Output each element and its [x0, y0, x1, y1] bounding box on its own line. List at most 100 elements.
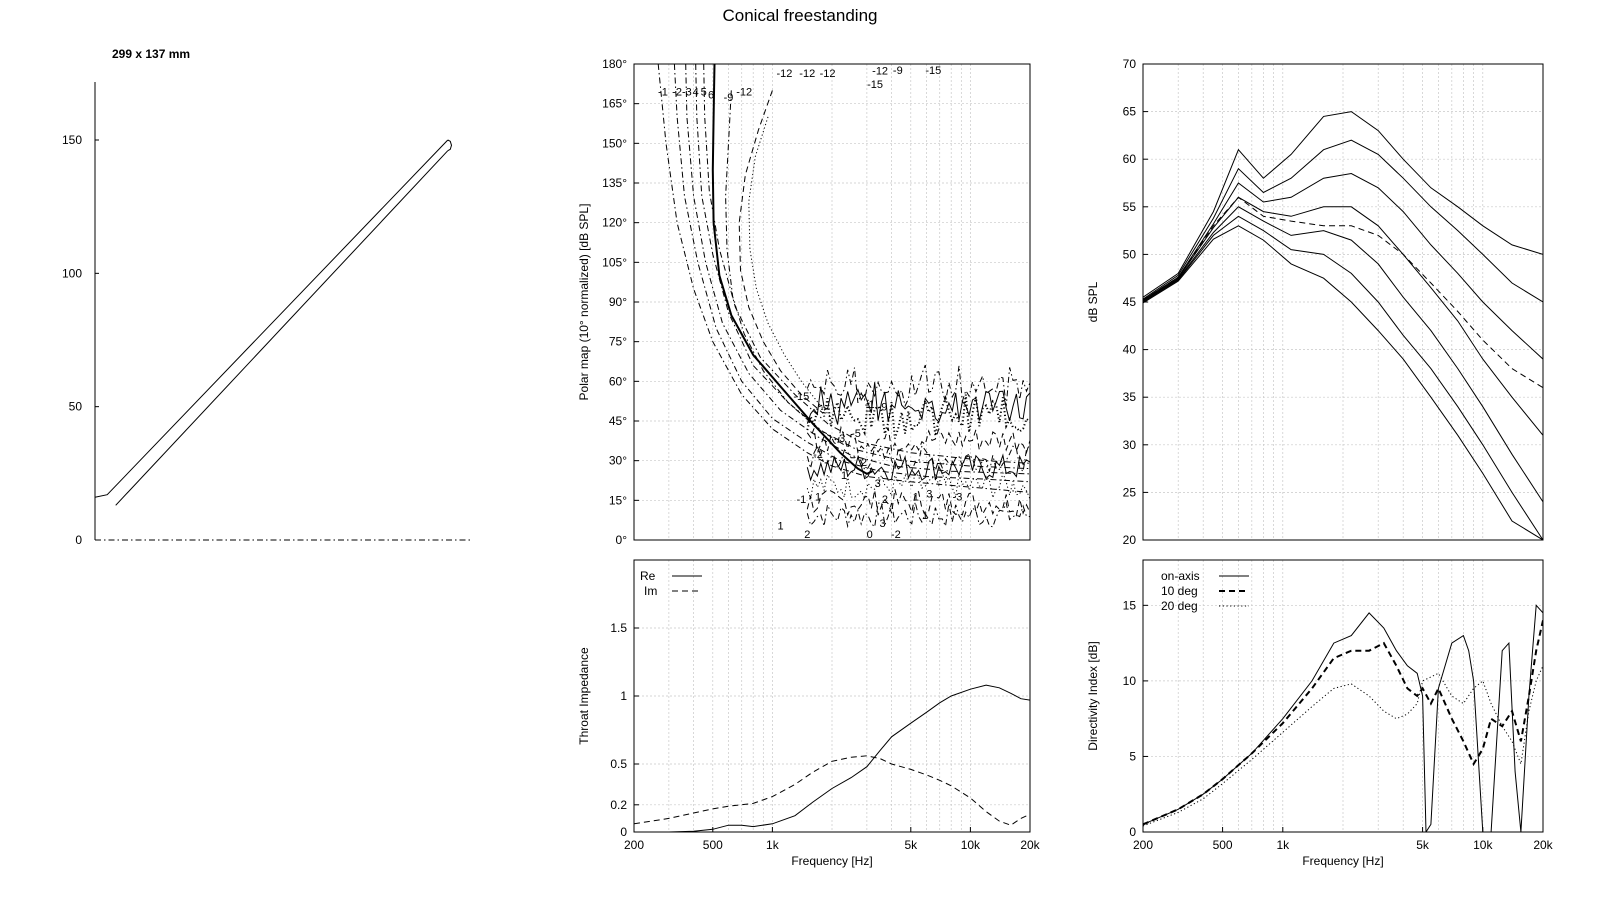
contour-level-label: -1 — [796, 494, 806, 506]
contour-level-label: -12 — [872, 66, 888, 78]
y-tick-label: 0 — [1129, 825, 1136, 839]
y-tick-label: 50 — [1123, 247, 1137, 261]
contour-level-label: 5 — [701, 87, 707, 99]
contour-hf-line — [806, 425, 1031, 455]
series-0-deg — [1143, 111, 1543, 298]
x-tick-label: 1k — [1276, 838, 1290, 852]
contour-hf-line — [806, 501, 1030, 529]
x-tick-label: 200 — [1133, 838, 1153, 852]
x-tick-label: 500 — [703, 838, 723, 852]
contour-level-label: 2 — [804, 529, 810, 541]
spl-curves-chart: 20 25 30 35 40 45 50 55 60 65 70 dB SPL — [1086, 57, 1544, 547]
legend-label-im: Im — [644, 584, 657, 598]
series-Im — [634, 755, 1030, 826]
y-tick-label: 30° — [609, 454, 627, 468]
x-tick-label: 200 — [624, 838, 644, 852]
legend-label-2: 20 deg — [1161, 599, 1198, 613]
directivity-index-series-group — [1143, 604, 1543, 832]
y-tick-label: 90° — [609, 295, 627, 309]
contour-level-label: 1 — [841, 470, 847, 482]
series-35-deg — [1143, 196, 1543, 436]
series-10-deg — [1143, 196, 1543, 389]
profile-wall-lower — [115, 150, 449, 506]
y-tick-label: 45 — [1123, 295, 1137, 309]
y-tick-label: 15° — [609, 493, 627, 507]
contour-level-label: -3 — [682, 87, 692, 99]
y-tick-label: 0 — [75, 533, 82, 547]
throat-impedance-series-group — [634, 684, 1030, 832]
y-tick-label: 20 — [1123, 533, 1137, 547]
contour-level-label: 3 — [875, 478, 881, 490]
contour-level-label: -9 — [724, 92, 734, 104]
y-tick-label: 0 — [620, 825, 627, 839]
profile-chart: 299 x 137 mm 0 50 100 150 — [62, 47, 470, 547]
legend-label-re: Re — [640, 569, 656, 583]
x-tick-label: 10k — [961, 838, 981, 852]
contour-hf-line — [806, 489, 1031, 517]
series--5 — [703, 64, 1030, 464]
y-tick-label: 1.5 — [610, 621, 627, 635]
series-20-deg — [1143, 665, 1543, 827]
contour-hf-line — [806, 394, 1031, 439]
contour-level-label: -2 — [672, 87, 682, 99]
y-tick-label: 135° — [602, 176, 627, 190]
contour-level-label: -1 — [865, 399, 875, 411]
polar-map-series-group — [657, 64, 1030, 493]
y-tick-label: 50 — [69, 400, 83, 414]
contour-level-label: -15 — [867, 79, 883, 91]
contour-level-label: 1 — [922, 510, 928, 522]
y-tick-label: 150° — [602, 136, 627, 150]
legend-label-1: 10 deg — [1161, 584, 1198, 598]
series-25-deg — [1143, 172, 1543, 360]
contour-level-label: -12 — [776, 68, 792, 80]
y-tick-label: 120° — [602, 216, 627, 230]
series-15-deg — [1143, 139, 1543, 303]
y-axis-label: dB SPL — [1086, 281, 1100, 322]
contour-level-label: 1 — [778, 520, 784, 532]
contour-level-label: 1 — [815, 491, 821, 503]
series-65-deg — [1143, 225, 1543, 540]
y-tick-label: 40 — [1123, 343, 1137, 357]
contour-level-label: -3 — [835, 433, 845, 445]
y-tick-label: 1 — [620, 689, 627, 703]
y-tick-label: 0.2 — [610, 798, 627, 812]
y-axis-label: Throat Impedance — [577, 647, 591, 745]
contour-hf-line — [806, 382, 1031, 425]
x-tick-label: 20k — [1533, 838, 1553, 852]
legend-label-0: on-axis — [1161, 569, 1200, 583]
contour-level-label: -15 — [793, 391, 809, 403]
contour-level-label: -12 — [799, 68, 815, 80]
y-tick-label: 60° — [609, 374, 627, 388]
directivity-index-chart: 0 5 10 15 200 500 1k 5k 10k 20k Directivity Index … — [1086, 559, 1554, 868]
series--6 — [711, 64, 873, 476]
y-tick-label: 0.5 — [610, 757, 627, 771]
y-axis-label: Directivity Index [dB] — [1086, 641, 1100, 750]
y-axis-label: Polar map (10° normalized) [dB SPL] — [577, 204, 591, 401]
y-tick-label: 180° — [602, 57, 627, 71]
y-tick-label: 10 — [1123, 674, 1137, 688]
contour-level-label: 5 — [855, 428, 861, 440]
contour-level-label: -3 — [953, 491, 963, 503]
contour-level-label: 3 — [879, 518, 885, 530]
series--12 — [738, 90, 824, 414]
contour-level-label: -9 — [893, 65, 903, 77]
profile-wall-cap — [447, 139, 453, 152]
polar-map-chart: 0° 15° 30° 45° 60° 75° 90° 105° 120° 135° 150° 165°… — [577, 57, 1031, 547]
y-tick-label: 70 — [1123, 57, 1137, 71]
contour-level-label: 6 — [708, 89, 714, 101]
series-on-axis — [1143, 604, 1543, 832]
series--1 — [657, 64, 1030, 493]
contour-level-label: 4 — [693, 87, 699, 99]
y-tick-label: 0° — [616, 533, 628, 547]
series-55-deg — [1143, 215, 1543, 540]
throat-impedance-chart: 0 0.2 0.5 1 1.5 200 500 1k 5k 10k 20k Throat Impeda… — [577, 559, 1041, 868]
series--2 — [673, 64, 1030, 483]
spl-curves-series-group — [1143, 111, 1543, 540]
x-tick-label: 5k — [1416, 838, 1430, 852]
x-axis-label: Frequency [Hz] — [1302, 854, 1383, 868]
x-tick-label: 1k — [766, 838, 780, 852]
contour-level-label: 1 — [913, 491, 919, 503]
y-tick-label: 75° — [609, 335, 627, 349]
